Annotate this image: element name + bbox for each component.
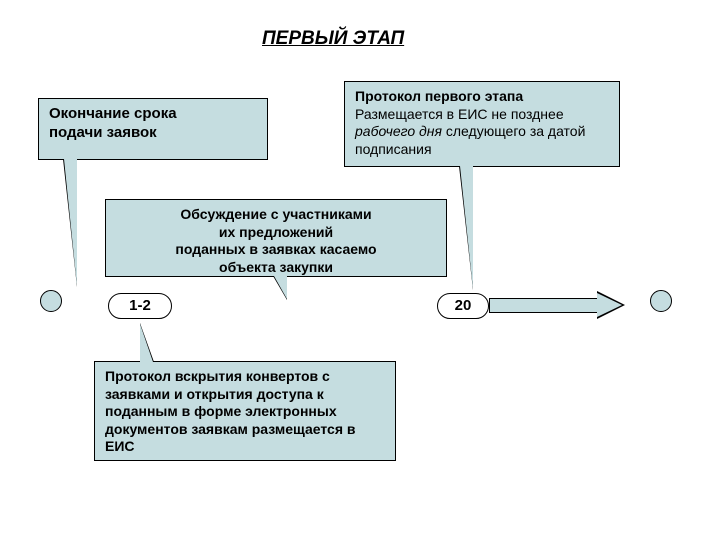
c_mid: Обсуждение с участникамиих предложенийпо…: [105, 199, 447, 277]
timeline-end-circle: [650, 290, 672, 312]
timeline-start-circle: [40, 290, 62, 312]
c_mid-tail: [273, 276, 287, 300]
c_bottom: Протокол вскрытия конвертов сзаявками и …: [94, 361, 396, 461]
timeline-node-2: 20: [437, 293, 489, 319]
c_left-tail: [63, 159, 77, 287]
page-title: ПЕРВЫЙ ЭТАП: [262, 28, 404, 50]
timeline-node-1: 1-2: [108, 293, 172, 319]
c_bottom-tail: [140, 323, 154, 362]
diagram-canvas: ПЕРВЫЙ ЭТАП Окончание срокаподачи заявок…: [0, 0, 720, 540]
c_left: Окончание срокаподачи заявок: [38, 98, 268, 160]
c_right-tail: [459, 166, 473, 290]
timeline-arrow-head-fill: [597, 293, 622, 317]
timeline-arrow-shaft: [489, 298, 597, 313]
c_right: Протокол первого этапаРазмещается в ЕИС …: [344, 81, 620, 167]
